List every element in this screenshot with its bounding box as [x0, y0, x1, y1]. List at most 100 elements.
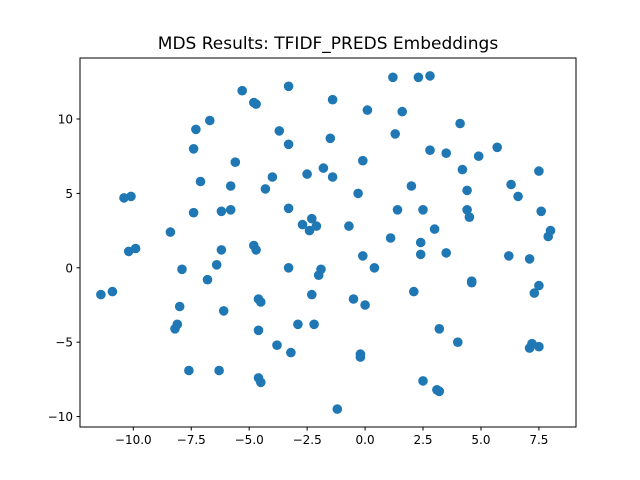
y-tick-label: 10	[58, 113, 73, 127]
data-point	[429, 224, 440, 234]
data-point	[307, 289, 317, 300]
data-point	[96, 289, 106, 300]
data-point	[311, 221, 322, 231]
data-point	[462, 185, 472, 196]
data-point	[434, 386, 445, 397]
data-point	[283, 263, 294, 273]
data-point	[413, 72, 424, 83]
data-point	[397, 106, 408, 117]
data-point	[188, 207, 199, 218]
data-point	[318, 163, 329, 173]
data-point	[327, 172, 338, 182]
data-point	[274, 126, 285, 136]
data-point	[304, 225, 315, 236]
data-point	[260, 184, 271, 194]
x-tick-label: 5.0	[471, 433, 490, 447]
data-point	[504, 251, 514, 261]
data-point	[267, 172, 278, 182]
data-point	[369, 263, 380, 273]
data-point	[332, 404, 343, 414]
data-point	[202, 274, 213, 285]
data-point	[211, 260, 222, 270]
x-tick-label: 0.0	[356, 433, 375, 447]
data-point	[214, 365, 224, 376]
data-point	[358, 251, 368, 261]
data-point	[415, 249, 426, 260]
x-tick-label: −2.5	[293, 433, 322, 447]
data-point	[506, 179, 516, 190]
data-point	[355, 349, 366, 359]
data-point	[348, 294, 359, 304]
data-point	[513, 191, 523, 202]
data-point	[130, 243, 141, 254]
data-point	[425, 71, 435, 81]
data-point	[107, 286, 118, 297]
x-tick-label: −10.0	[115, 433, 152, 447]
data-point	[283, 139, 294, 150]
data-point	[466, 277, 477, 288]
data-point	[283, 81, 294, 92]
data-point	[325, 133, 336, 144]
x-tick-label: −7.5	[177, 433, 206, 447]
data-point	[406, 181, 417, 191]
data-point	[327, 94, 338, 105]
data-point	[358, 155, 368, 166]
data-point	[492, 142, 503, 153]
data-point	[316, 264, 326, 275]
data-point	[344, 221, 354, 231]
data-point	[230, 157, 241, 167]
data-point	[218, 306, 229, 316]
data-point	[388, 72, 398, 83]
data-point	[237, 85, 247, 96]
data-point	[225, 181, 236, 191]
data-point	[283, 203, 294, 214]
data-point	[457, 164, 468, 175]
data-point	[545, 225, 556, 236]
data-point	[534, 341, 544, 352]
data-point	[302, 169, 312, 179]
data-point	[191, 124, 201, 135]
data-point	[172, 319, 183, 330]
data-point	[205, 115, 215, 126]
data-point	[251, 99, 261, 109]
y-tick-label: −10	[48, 410, 73, 424]
data-point	[255, 377, 266, 388]
data-point	[360, 300, 370, 310]
data-point	[216, 206, 227, 217]
data-point	[188, 144, 199, 154]
data-point	[529, 288, 540, 298]
data-point	[418, 205, 428, 215]
y-tick-label: 0	[65, 261, 73, 275]
data-point	[225, 205, 236, 215]
data-point	[286, 347, 296, 358]
data-point	[534, 280, 544, 291]
data-point	[253, 325, 264, 336]
data-point	[216, 245, 227, 255]
data-point	[385, 233, 396, 243]
data-point	[390, 129, 401, 139]
data-point	[536, 206, 546, 217]
data-point	[534, 166, 544, 176]
data-point	[174, 301, 185, 312]
data-point	[309, 319, 319, 330]
data-point	[434, 324, 445, 334]
data-point	[462, 205, 472, 215]
plot-area	[96, 71, 556, 414]
y-tick-label: −5	[55, 336, 73, 350]
x-axis: −10.0 −7.5 −5.0 −2.5 0.0 2.5 5.0 7.5	[115, 427, 548, 447]
data-point	[415, 237, 426, 248]
data-point	[251, 245, 261, 255]
data-point	[272, 340, 282, 351]
data-point	[441, 248, 452, 258]
data-point	[362, 105, 373, 115]
x-tick-label: 2.5	[413, 433, 432, 447]
data-point	[464, 212, 475, 222]
axes-frame	[79, 57, 577, 428]
data-point	[455, 118, 465, 129]
data-point	[409, 286, 419, 297]
data-point	[177, 264, 187, 275]
data-point	[392, 205, 403, 215]
x-tick-label: −5.0	[235, 433, 264, 447]
data-point	[453, 337, 463, 348]
